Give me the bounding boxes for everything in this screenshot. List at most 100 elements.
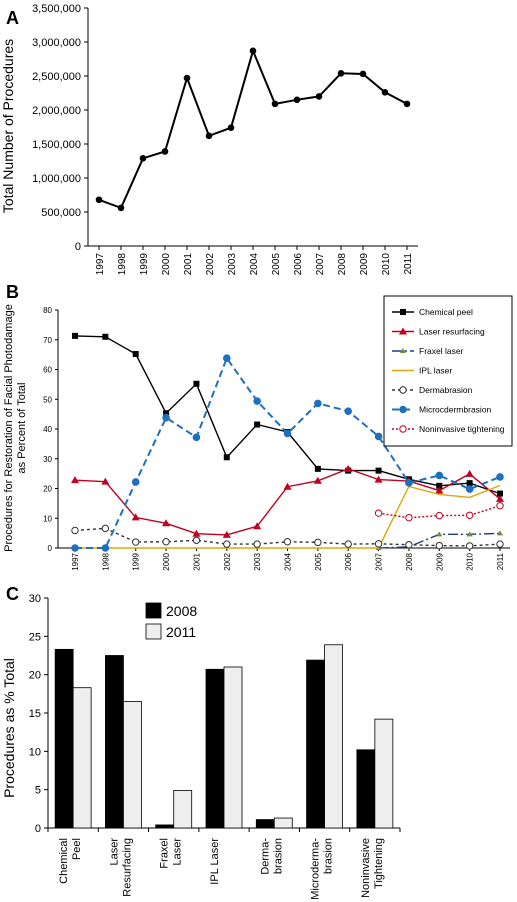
panel-a-ytick-label: 500,000	[41, 207, 81, 219]
panel-b-chart: Procedures for Restoration of Facial Pho…	[3, 295, 513, 571]
panel-b-ytick-label: 70	[43, 336, 52, 345]
panel-b-ytick-label: 50	[43, 395, 52, 404]
panel-b-point-microcdermbrasion	[405, 479, 413, 487]
panel-a-xtick-label: 2000	[161, 253, 172, 276]
panel-b-point-noninvasive-tightening	[405, 513, 413, 522]
panel-a-data-point	[227, 124, 235, 131]
panel-b-point-laser-resurfacing	[71, 476, 79, 484]
panel-b-legend-marker-laser-resurfacing	[399, 327, 407, 335]
panel-b-point-microcdermbrasion	[496, 473, 504, 481]
panel-a-xtick-label: 2003	[227, 253, 238, 276]
panel-c-legend-label-2008: 2008	[166, 603, 197, 619]
panel-a-data-point	[117, 204, 125, 212]
panel-b-xtick-label: 2004	[284, 552, 293, 570]
panel-c-legend-swatch-2008	[145, 602, 162, 619]
panel-label-c: C	[6, 584, 19, 604]
panel-b-point-dermabrasion	[132, 538, 140, 546]
panel-b-point-chemical-peel	[375, 467, 382, 474]
panel-b-point-noninvasive-tightening	[465, 511, 474, 519]
panel-a-data-point	[403, 100, 411, 108]
panel-c-category-label: Laser	[172, 838, 184, 866]
panel-b-xtick-label: 1997	[71, 552, 80, 570]
panel-b-xtick-label: 2010	[466, 552, 475, 570]
panel-b-legend-label-chemical-peel: Chemical peel	[419, 307, 473, 317]
panel-b-point-laser-resurfacing	[192, 529, 201, 537]
panel-b-xtick-label: 2000	[162, 552, 171, 570]
panel-a-xtick-label: 2011	[403, 253, 414, 275]
panel-c-chart: Procedures as % Total 0 5 10 15 20 25 30 Chemic…	[1, 593, 401, 900]
panel-c-category-label: Noninvasive	[360, 838, 372, 898]
panel-a-data-point	[249, 47, 257, 55]
panel-b-point-fraxel-laser	[466, 531, 473, 537]
panel-c-bar-2011	[223, 666, 243, 829]
panel-c-ytick-label: 5	[35, 785, 41, 797]
panel-c-ytick-label: 0	[35, 823, 41, 835]
panel-b-point-chemical-peel	[132, 351, 139, 358]
panel-c-bar-2008	[155, 824, 175, 829]
panel-b-ytick-label: 0	[48, 544, 53, 553]
panel-c-bar-2011	[72, 687, 92, 829]
panel-c-ytick-label: 30	[29, 593, 41, 605]
panel-c-bar-2008	[54, 648, 74, 829]
panel-c-bar-2008	[205, 668, 225, 829]
panel-b-point-chemical-peel	[436, 482, 443, 489]
panel-b-point-chemical-peel	[72, 332, 78, 339]
panel-a-data-point	[95, 196, 103, 204]
panel-b-xtick-label: 2002	[223, 552, 232, 570]
panel-b-legend-marker-noninvasive-tightening	[399, 425, 407, 433]
panel-b-point-dermabrasion	[162, 538, 170, 546]
panel-c-category-label: Tightening	[373, 838, 385, 889]
panel-b-point-dermabrasion	[314, 538, 322, 547]
panel-b-point-laser-resurfacing	[313, 476, 322, 484]
panel-c-category-label: Microderma-	[310, 838, 322, 900]
panel-b-xtick-label: 2009	[435, 552, 444, 570]
panel-a-ytick-label: 2,000,000	[32, 105, 81, 117]
panel-b-point-laser-resurfacing	[435, 486, 444, 494]
panel-c-category-label: brasion	[272, 838, 284, 874]
panel-c-ylabel: Procedures as % Total	[1, 658, 17, 798]
panel-b-line-dermabrasion	[74, 527, 501, 547]
panel-b-ytick-label: 40	[43, 425, 52, 434]
panel-a-ytick-label: 1,000,000	[32, 173, 81, 185]
panel-c-ytick-label: 10	[29, 746, 41, 758]
panel-c-bar-2011	[273, 817, 293, 829]
panel-b-xtick-label: 2007	[375, 552, 384, 570]
panel-a-data-point	[293, 96, 301, 104]
panel-c-category-label: Resurfacing	[121, 838, 133, 897]
panel-b-point-dermabrasion	[435, 541, 443, 550]
panel-b-ytick-label: 10	[43, 514, 52, 523]
panel-c-category-label: Chemical	[58, 838, 70, 884]
panel-a-ylabel: Total Number of Procedures	[0, 39, 16, 213]
panel-b-point-chemical-peel	[254, 421, 261, 428]
panel-c-category-label: Laser	[108, 838, 120, 866]
panel-label-b: B	[6, 282, 19, 302]
panel-a-data-point	[315, 93, 323, 100]
panel-b-point-microcdermbrasion	[71, 544, 79, 552]
panel-b-point-fraxel-laser	[436, 531, 443, 537]
panel-c-bar-2008	[105, 655, 124, 829]
panel-b-xtick-label: 2005	[314, 552, 323, 570]
panel-b-legend-label-microcdermbrasion: Microcdermbrasion	[419, 405, 492, 415]
panel-c-category-label: IPL Laser	[209, 838, 221, 885]
panel-c-ytick-label: 25	[29, 631, 41, 643]
panel-a-xtick-label: 2009	[359, 253, 370, 276]
panel-b-point-noninvasive-tightening	[496, 502, 504, 510]
panel-a-ytick-label: 1,500,000	[32, 139, 81, 151]
panel-b-point-laser-resurfacing	[131, 513, 140, 521]
panel-b-ytick-label: 80	[43, 306, 52, 315]
panel-c-category-label: Derma-	[259, 838, 271, 875]
panel-c-bar-2011	[123, 701, 142, 829]
panel-b-point-chemical-peel	[497, 490, 503, 497]
panel-a-xtick-label: 2002	[205, 253, 216, 276]
panel-b-legend-marker-microcdermbrasion	[399, 405, 407, 414]
panel-b-point-dermabrasion	[374, 540, 383, 548]
panel-a-xtick-label: 2006	[293, 253, 304, 276]
panel-a-xtick-label: 2007	[315, 253, 326, 276]
panel-a-ytick-label: 3,000,000	[32, 37, 81, 49]
panel-b-point-microcdermbrasion	[465, 485, 474, 493]
panel-b-point-laser-resurfacing	[101, 477, 110, 485]
panel-b-legend-label-noninvasive-tightening: Noninvasive tightening	[419, 424, 505, 434]
panel-b-point-dermabrasion	[465, 542, 474, 550]
panel-a-data-point	[183, 74, 191, 82]
